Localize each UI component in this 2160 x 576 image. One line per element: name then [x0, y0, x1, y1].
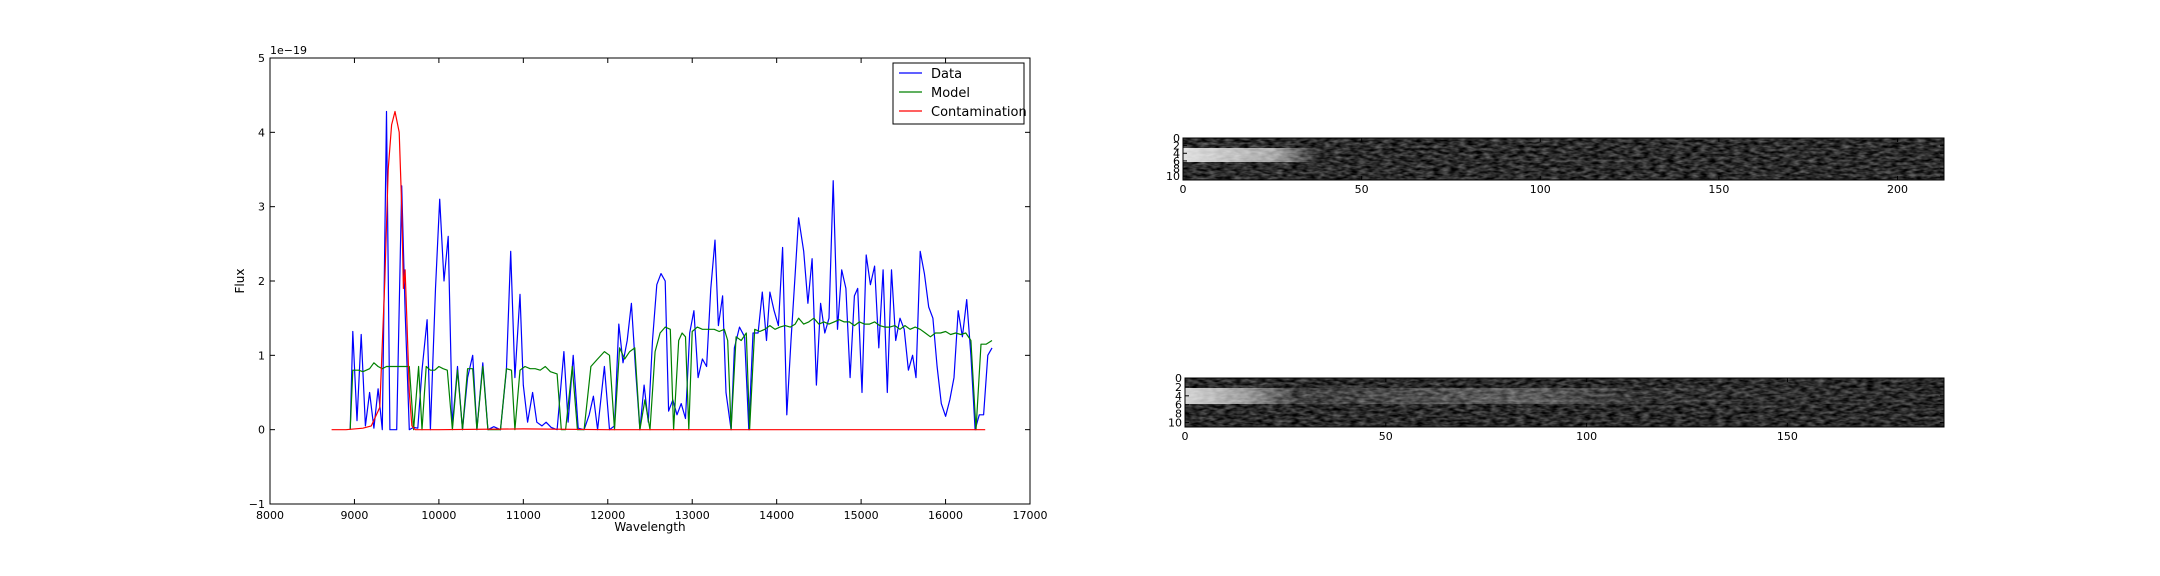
x-tick-label: 0: [1180, 183, 1187, 196]
y-tick-label: −1: [249, 498, 265, 511]
y-tick-label: 0: [258, 424, 265, 437]
x-tick-label: 150: [1777, 430, 1798, 443]
x-tick-label: 0: [1182, 430, 1189, 443]
x-tick-label: 13000: [675, 509, 710, 522]
image-top-x-ticks: 0 50 100 150 200: [1180, 138, 1908, 196]
y-tick-label: 6: [1173, 155, 1180, 168]
image-top-frame: [1182, 137, 1945, 181]
y-tick-label: 6: [1175, 399, 1182, 412]
y-tick-label: 10: [1168, 417, 1182, 430]
y-tick-label: 0: [1175, 372, 1182, 385]
spectrum-y-ticks: −1 0 1 2 3 4 5: [249, 52, 1030, 511]
x-tick-label: 17000: [1013, 509, 1048, 522]
legend-label-data: Data: [931, 67, 962, 82]
series-line-data: [349, 110, 993, 431]
x-tick-label: 10000: [421, 509, 456, 522]
x-tick-label: 9000: [340, 509, 368, 522]
spectrum-series-lines: [331, 110, 993, 431]
legend-label-contamination: Contamination: [931, 105, 1027, 120]
y-tick-label: 8: [1175, 408, 1182, 421]
x-axis-label: Wavelength: [614, 520, 685, 534]
y-tick-label: 0: [1173, 132, 1180, 145]
x-tick-label: 50: [1355, 183, 1369, 196]
y-tick-label: 10: [1166, 170, 1180, 183]
y-axis-label: Flux: [233, 269, 247, 294]
x-tick-label: 16000: [928, 509, 963, 522]
x-tick-label: 200: [1887, 183, 1908, 196]
y-tick-label: 8: [1173, 163, 1180, 176]
x-tick-label: 14000: [759, 509, 794, 522]
image-bottom-trace: [1185, 388, 1944, 404]
y-tick-label: 2: [1175, 381, 1182, 394]
image-bottom-frame: [1184, 377, 1945, 428]
y-tick-label: 4: [258, 126, 265, 139]
x-tick-label: 100: [1530, 183, 1551, 196]
spectrum-chart: 8000 9000 10000 11000 12000 13000 14000 15000 16…: [233, 44, 1048, 534]
x-tick-label: 100: [1576, 430, 1597, 443]
x-tick-label: 12000: [590, 509, 625, 522]
image-top-trace: [1183, 148, 1944, 162]
x-tick-label: 8000: [256, 509, 284, 522]
y-tick-label: 2: [1173, 140, 1180, 153]
y-tick-label: 4: [1175, 390, 1182, 403]
y-offset-label: 1e−19: [270, 44, 307, 57]
x-tick-label: 50: [1379, 430, 1393, 443]
legend: Data Model Contamination: [892, 62, 1027, 125]
y-tick-label: 2: [258, 275, 265, 288]
y-tick-label: 1: [258, 349, 265, 362]
y-tick-label: 3: [258, 201, 265, 214]
y-tick-label: 4: [1173, 147, 1180, 160]
image-bottom-x-ticks: 0 50 100 150: [1182, 378, 1798, 443]
x-tick-label: 15000: [844, 509, 879, 522]
x-tick-label: 150: [1708, 183, 1729, 196]
y-tick-label: 5: [258, 52, 265, 65]
spectrum-x-ticks: 8000 9000 10000 11000 12000 13000 14000 15000 16…: [256, 58, 1048, 522]
series-line-contamination: [331, 110, 986, 431]
x-tick-label: 11000: [506, 509, 541, 522]
legend-label-model: Model: [931, 86, 970, 101]
